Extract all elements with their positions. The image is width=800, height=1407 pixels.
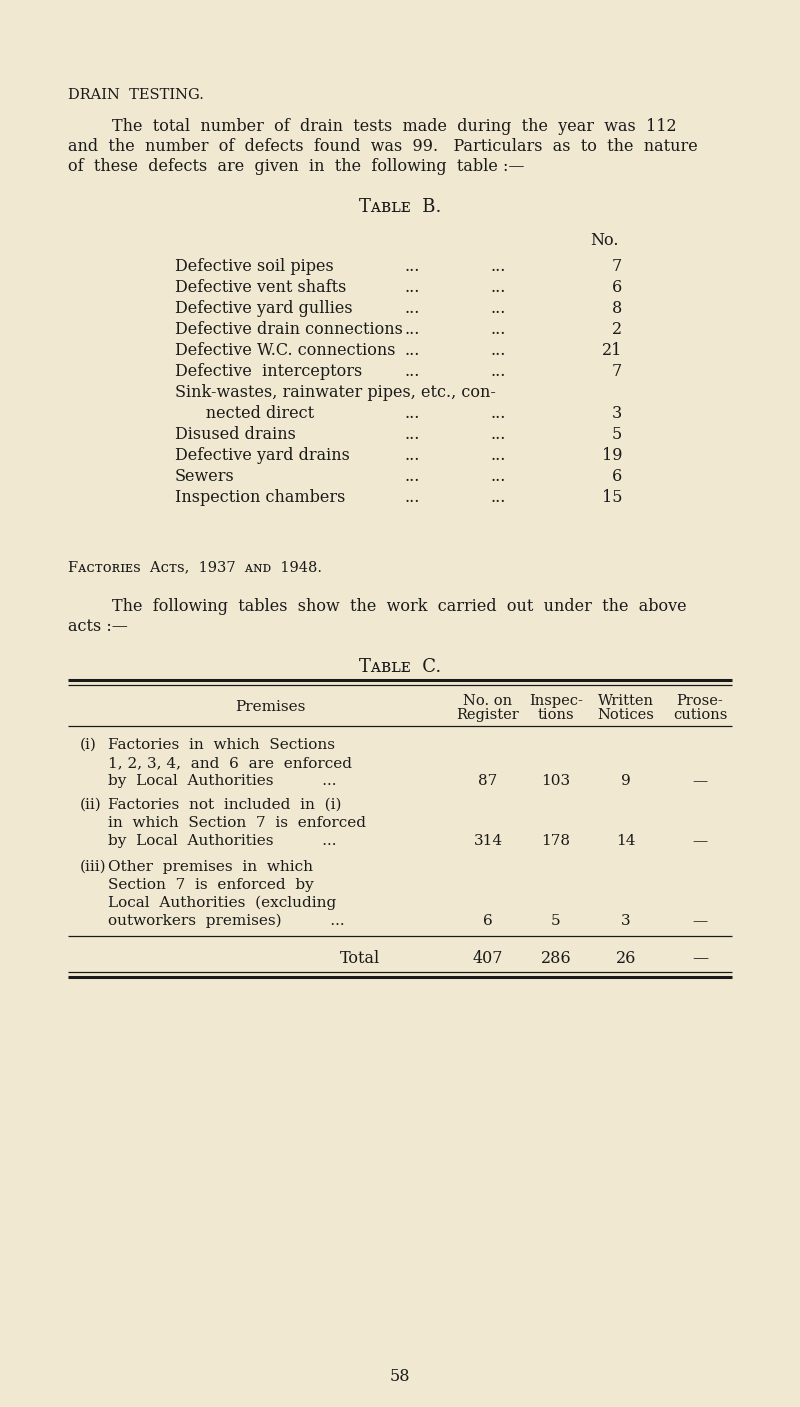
Text: The  following  tables  show  the  work  carried  out  under  the  above: The following tables show the work carri… bbox=[112, 598, 686, 615]
Text: —: — bbox=[692, 915, 708, 929]
Text: ...: ... bbox=[405, 426, 420, 443]
Text: 58: 58 bbox=[390, 1368, 410, 1384]
Text: 14: 14 bbox=[616, 834, 636, 848]
Text: Disused drains: Disused drains bbox=[175, 426, 296, 443]
Text: 1, 2, 3, 4,  and  6  are  enforced: 1, 2, 3, 4, and 6 are enforced bbox=[108, 756, 352, 770]
Text: ...: ... bbox=[490, 257, 506, 274]
Text: 6: 6 bbox=[612, 279, 622, 295]
Text: 87: 87 bbox=[478, 774, 498, 788]
Text: of  these  defects  are  given  in  the  following  table :—: of these defects are given in the follow… bbox=[68, 158, 525, 174]
Text: 19: 19 bbox=[602, 447, 622, 464]
Text: Factories  not  included  in  (i): Factories not included in (i) bbox=[108, 798, 342, 812]
Text: by  Local  Authorities          ...: by Local Authorities ... bbox=[108, 834, 337, 848]
Text: 314: 314 bbox=[474, 834, 502, 848]
Text: 7: 7 bbox=[612, 363, 622, 380]
Text: —: — bbox=[692, 950, 708, 967]
Text: ...: ... bbox=[405, 279, 420, 295]
Text: ...: ... bbox=[490, 447, 506, 464]
Text: Sewers: Sewers bbox=[175, 469, 234, 485]
Text: ...: ... bbox=[490, 469, 506, 485]
Text: tions: tions bbox=[538, 708, 574, 722]
Text: Defective W.C. connections: Defective W.C. connections bbox=[175, 342, 395, 359]
Text: 5: 5 bbox=[551, 915, 561, 929]
Text: Prose-: Prose- bbox=[677, 694, 723, 708]
Text: Inspec-: Inspec- bbox=[529, 694, 583, 708]
Text: Total: Total bbox=[340, 950, 380, 967]
Text: Section  7  is  enforced  by: Section 7 is enforced by bbox=[108, 878, 314, 892]
Text: 5: 5 bbox=[612, 426, 622, 443]
Text: Fᴀᴄᴛᴏʀɪᴇs  Aᴄᴛs,  1937  ᴀɴᴅ  1948.: Fᴀᴄᴛᴏʀɪᴇs Aᴄᴛs, 1937 ᴀɴᴅ 1948. bbox=[68, 560, 322, 574]
Text: ...: ... bbox=[490, 426, 506, 443]
Text: Sink-wastes, rainwater pipes, etc., con-: Sink-wastes, rainwater pipes, etc., con- bbox=[175, 384, 496, 401]
Text: in  which  Section  7  is  enforced: in which Section 7 is enforced bbox=[108, 816, 366, 830]
Text: Written: Written bbox=[598, 694, 654, 708]
Text: 15: 15 bbox=[602, 490, 622, 507]
Text: acts :—: acts :— bbox=[68, 618, 128, 635]
Text: 26: 26 bbox=[616, 950, 636, 967]
Text: 7: 7 bbox=[612, 257, 622, 274]
Text: Other  premises  in  which: Other premises in which bbox=[108, 860, 313, 874]
Text: 8: 8 bbox=[612, 300, 622, 317]
Text: Tᴀʙʟᴇ  B.: Tᴀʙʟᴇ B. bbox=[359, 198, 441, 217]
Text: and  the  number  of  defects  found  was  99.   Particulars  as  to  the  natur: and the number of defects found was 99. … bbox=[68, 138, 698, 155]
Text: Notices: Notices bbox=[598, 708, 654, 722]
Text: outworkers  premises)          ...: outworkers premises) ... bbox=[108, 915, 345, 929]
Text: ...: ... bbox=[405, 490, 420, 507]
Text: Defective vent shafts: Defective vent shafts bbox=[175, 279, 346, 295]
Text: Tᴀʙʟᴇ  C.: Tᴀʙʟᴇ C. bbox=[359, 658, 441, 675]
Text: cutions: cutions bbox=[673, 708, 727, 722]
Text: (i): (i) bbox=[80, 739, 97, 751]
Text: Defective yard drains: Defective yard drains bbox=[175, 447, 350, 464]
Text: Defective drain connections: Defective drain connections bbox=[175, 321, 403, 338]
Text: Premises: Premises bbox=[235, 701, 305, 713]
Text: ...: ... bbox=[490, 490, 506, 507]
Text: ...: ... bbox=[405, 405, 420, 422]
Text: 286: 286 bbox=[541, 950, 571, 967]
Text: 2: 2 bbox=[612, 321, 622, 338]
Text: 178: 178 bbox=[542, 834, 570, 848]
Text: 6: 6 bbox=[483, 915, 493, 929]
Text: (iii): (iii) bbox=[80, 860, 106, 874]
Text: ...: ... bbox=[490, 321, 506, 338]
Text: (ii): (ii) bbox=[80, 798, 102, 812]
Text: Defective yard gullies: Defective yard gullies bbox=[175, 300, 353, 317]
Text: Register: Register bbox=[457, 708, 519, 722]
Text: 21: 21 bbox=[602, 342, 622, 359]
Text: The  total  number  of  drain  tests  made  during  the  year  was  112: The total number of drain tests made dur… bbox=[112, 118, 677, 135]
Text: ...: ... bbox=[405, 447, 420, 464]
Text: —: — bbox=[692, 774, 708, 788]
Text: 3: 3 bbox=[621, 915, 631, 929]
Text: ...: ... bbox=[405, 469, 420, 485]
Text: 3: 3 bbox=[612, 405, 622, 422]
Text: —: — bbox=[692, 834, 708, 848]
Text: ...: ... bbox=[490, 405, 506, 422]
Text: ...: ... bbox=[490, 279, 506, 295]
Text: ...: ... bbox=[405, 257, 420, 274]
Text: ...: ... bbox=[490, 363, 506, 380]
Text: ...: ... bbox=[405, 300, 420, 317]
Text: nected direct: nected direct bbox=[175, 405, 314, 422]
Text: 9: 9 bbox=[621, 774, 631, 788]
Text: 103: 103 bbox=[542, 774, 570, 788]
Text: ...: ... bbox=[490, 342, 506, 359]
Text: ...: ... bbox=[405, 363, 420, 380]
Text: No. on: No. on bbox=[463, 694, 513, 708]
Text: 6: 6 bbox=[612, 469, 622, 485]
Text: ...: ... bbox=[490, 300, 506, 317]
Text: Inspection chambers: Inspection chambers bbox=[175, 490, 346, 507]
Text: ...: ... bbox=[405, 342, 420, 359]
Text: DRAIN  TESTING.: DRAIN TESTING. bbox=[68, 89, 204, 101]
Text: by  Local  Authorities          ...: by Local Authorities ... bbox=[108, 774, 337, 788]
Text: No.: No. bbox=[590, 232, 618, 249]
Text: Defective soil pipes: Defective soil pipes bbox=[175, 257, 334, 274]
Text: 407: 407 bbox=[473, 950, 503, 967]
Text: Local  Authorities  (excluding: Local Authorities (excluding bbox=[108, 896, 336, 910]
Text: Factories  in  which  Sections: Factories in which Sections bbox=[108, 739, 335, 751]
Text: Defective  interceptors: Defective interceptors bbox=[175, 363, 362, 380]
Text: ...: ... bbox=[405, 321, 420, 338]
